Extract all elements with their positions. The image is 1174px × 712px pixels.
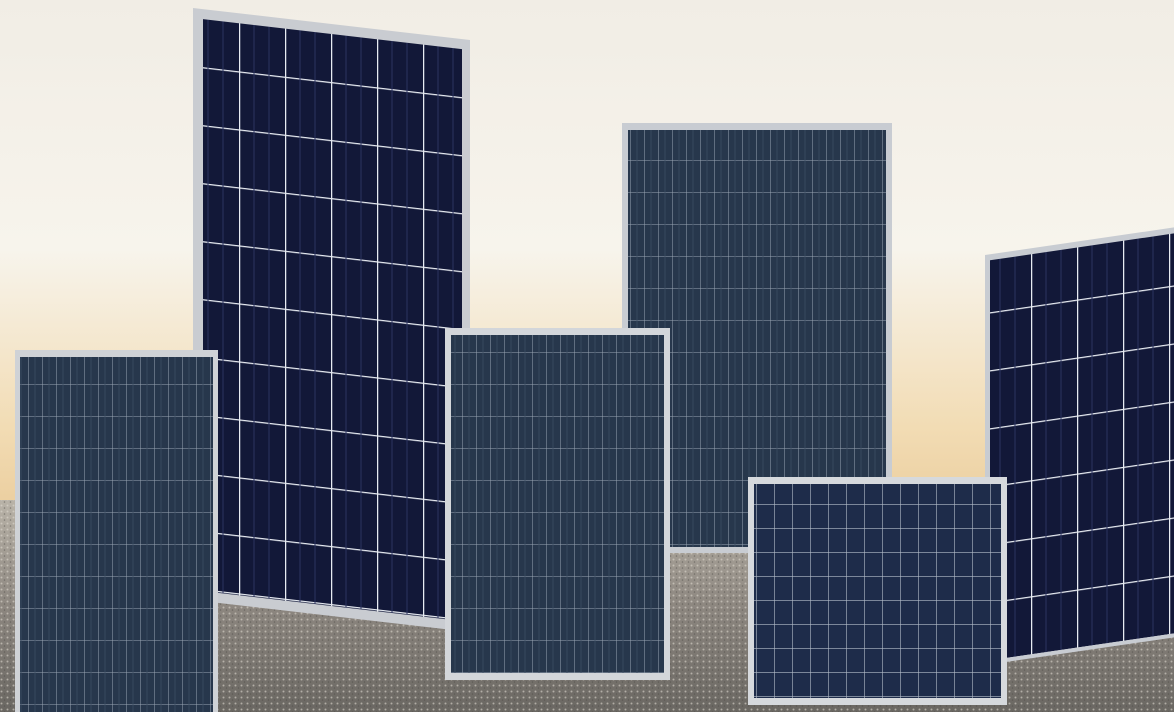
panel-back-left <box>193 8 470 633</box>
cells <box>754 484 1001 698</box>
cells <box>203 19 462 622</box>
panel-right <box>985 227 1174 665</box>
panel-front-right <box>748 477 1007 705</box>
cells <box>20 357 213 712</box>
panel-front-left <box>15 350 218 712</box>
panel-front-center <box>445 328 670 680</box>
cells <box>990 233 1174 661</box>
cells <box>451 335 664 673</box>
